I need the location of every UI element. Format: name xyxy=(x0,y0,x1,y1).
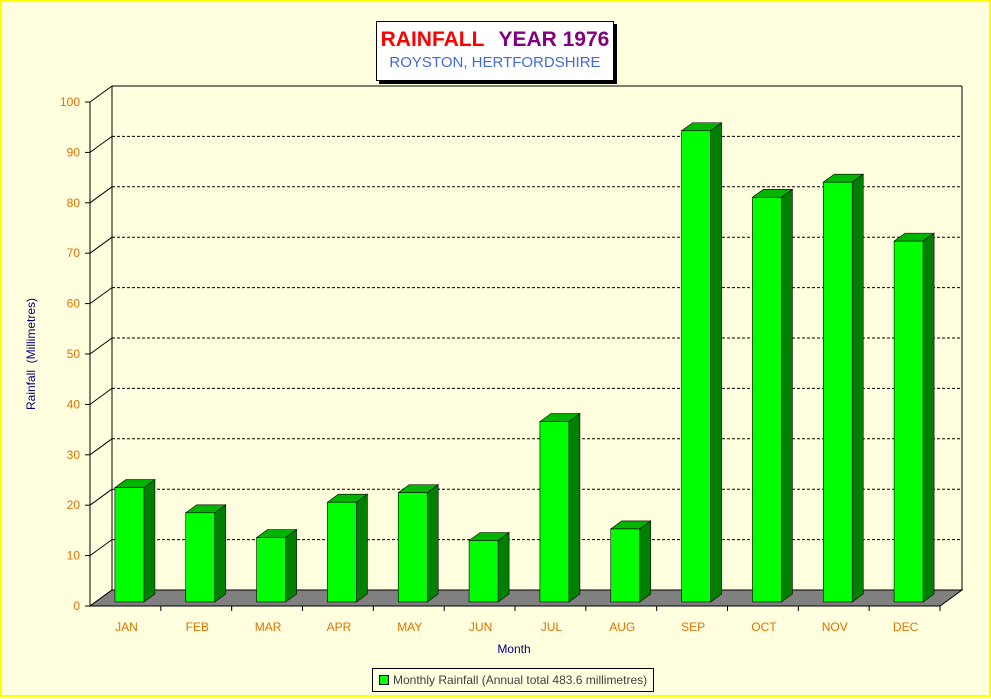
x-tick-label: OCT xyxy=(751,620,777,634)
x-tick-label: APR xyxy=(327,620,352,634)
bar-side xyxy=(710,122,722,603)
gridline-connector xyxy=(89,287,113,305)
y-tick-label: 20 xyxy=(67,498,81,512)
y-tick-label: 10 xyxy=(67,549,81,563)
bar-side xyxy=(285,528,297,603)
y-tick-label: 0 xyxy=(73,599,80,613)
bar-oct xyxy=(752,196,782,603)
y-tick-label: 80 xyxy=(67,196,81,210)
gridline-connector xyxy=(89,387,113,405)
y-tick-label: 90 xyxy=(67,145,81,159)
x-tick-label: JUN xyxy=(469,620,492,634)
chart-title: RAINFALL YEAR 1976 xyxy=(377,28,613,52)
y-axis-title: Rainfall (Millimetres) xyxy=(24,298,38,410)
chart-subtitle: ROYSTON, HERTFORDSHIRE xyxy=(389,54,601,71)
bar-side xyxy=(781,188,793,603)
gridline-connector xyxy=(89,488,113,506)
y-tick-label: 100 xyxy=(60,95,80,109)
bar-jan xyxy=(114,487,145,603)
gridline-connector xyxy=(89,135,113,153)
gridline-connector xyxy=(89,539,113,557)
gridline-connector xyxy=(89,438,113,456)
chart-title-main: RAINFALL xyxy=(380,28,485,51)
chart-title-year: YEAR 1976 xyxy=(498,28,610,51)
bar-side xyxy=(922,232,935,603)
gridline-connector xyxy=(89,186,113,204)
x-tick-label: AUG xyxy=(609,620,635,634)
bar-nov xyxy=(822,181,853,603)
bar-sep xyxy=(681,130,711,603)
bar-side xyxy=(214,504,227,603)
legend-swatch xyxy=(379,675,389,685)
x-tick-label: NOV xyxy=(822,620,848,634)
gridline-connector xyxy=(89,236,113,254)
y-tick-label: 60 xyxy=(67,297,81,311)
x-tick-label: JUL xyxy=(541,620,563,634)
gridline-connector xyxy=(89,85,113,103)
y-tick-label: 40 xyxy=(67,397,81,411)
bar-side xyxy=(426,484,439,603)
bar-side xyxy=(356,493,368,603)
x-tick-label: FEB xyxy=(186,620,209,634)
bar-jun xyxy=(468,540,499,603)
bar-may xyxy=(397,492,428,603)
x-tick-label: DEC xyxy=(893,620,919,634)
bar-mar xyxy=(256,537,286,603)
chart-title-box: RAINFALL YEAR 1976 ROYSTON, HERTFORDSHIRE xyxy=(376,21,614,81)
bar-side xyxy=(851,173,864,603)
bar-side xyxy=(143,479,156,603)
x-axis-title: Month xyxy=(497,642,530,656)
legend-label: Monthly Rainfall (Annual total 483.6 mil… xyxy=(393,673,648,687)
bar-aug xyxy=(610,528,641,603)
x-tick-label: SEP xyxy=(681,620,705,634)
x-tick-label: JAN xyxy=(115,620,138,634)
y-tick-label: 70 xyxy=(67,246,81,260)
x-tick-label: MAR xyxy=(255,620,282,634)
chart-legend: Monthly Rainfall (Annual total 483.6 mil… xyxy=(372,668,655,692)
bar-side xyxy=(497,531,510,603)
gridline-connector xyxy=(89,337,113,355)
bar-jul xyxy=(539,421,570,603)
bar-apr xyxy=(327,501,357,603)
bar-dec xyxy=(893,240,924,603)
x-tick-label: MAY xyxy=(397,620,422,634)
y-tick-label: 30 xyxy=(67,448,81,462)
bar-side xyxy=(568,412,581,603)
y-tick-label: 50 xyxy=(67,347,81,361)
bar-side xyxy=(639,520,652,603)
bar-feb xyxy=(185,512,216,603)
